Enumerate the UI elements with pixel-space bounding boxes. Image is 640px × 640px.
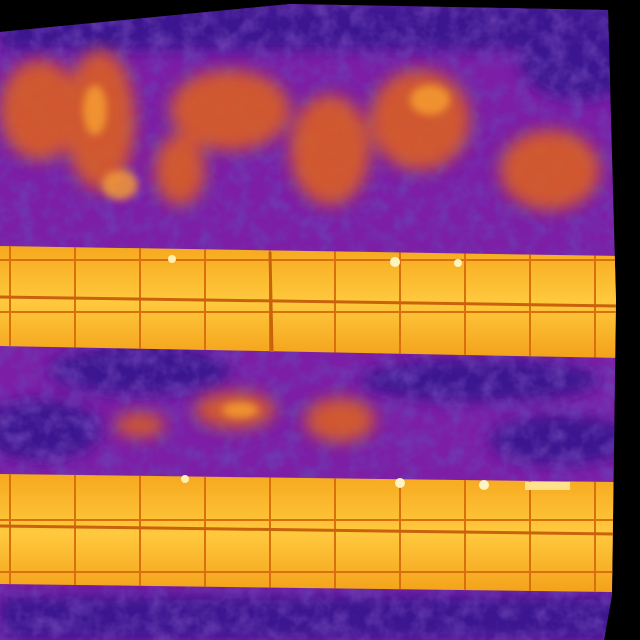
panel-seam bbox=[0, 524, 615, 536]
hot-spot bbox=[410, 85, 450, 115]
panel-seam bbox=[0, 295, 616, 308]
hot-spot-reflection bbox=[479, 480, 489, 490]
warm-spot bbox=[290, 95, 370, 205]
hot-spot-reflection bbox=[395, 478, 405, 488]
warm-spot bbox=[305, 398, 375, 442]
hot-spot-reflection bbox=[390, 257, 400, 267]
hot-spot-reflection bbox=[181, 475, 189, 483]
hot-spot bbox=[102, 170, 138, 200]
hot-spot-reflection bbox=[168, 255, 176, 263]
warm-spot bbox=[0, 60, 80, 160]
warm-spot bbox=[170, 70, 290, 150]
hot-spot-reflection bbox=[525, 482, 570, 490]
panel-row bbox=[0, 246, 616, 358]
hot-spot-reflection bbox=[454, 259, 462, 267]
warm-spot bbox=[155, 135, 205, 205]
hot-foliage bbox=[83, 85, 450, 418]
hot-spot bbox=[83, 85, 107, 135]
warm-foliage bbox=[0, 50, 600, 442]
panel-row bbox=[0, 474, 615, 592]
hot-spot bbox=[222, 402, 258, 418]
panel-seam bbox=[268, 251, 274, 353]
panel-cells bbox=[0, 474, 615, 592]
warm-spot bbox=[500, 130, 600, 210]
warm-spot bbox=[115, 413, 165, 437]
warm-spot bbox=[370, 70, 470, 170]
